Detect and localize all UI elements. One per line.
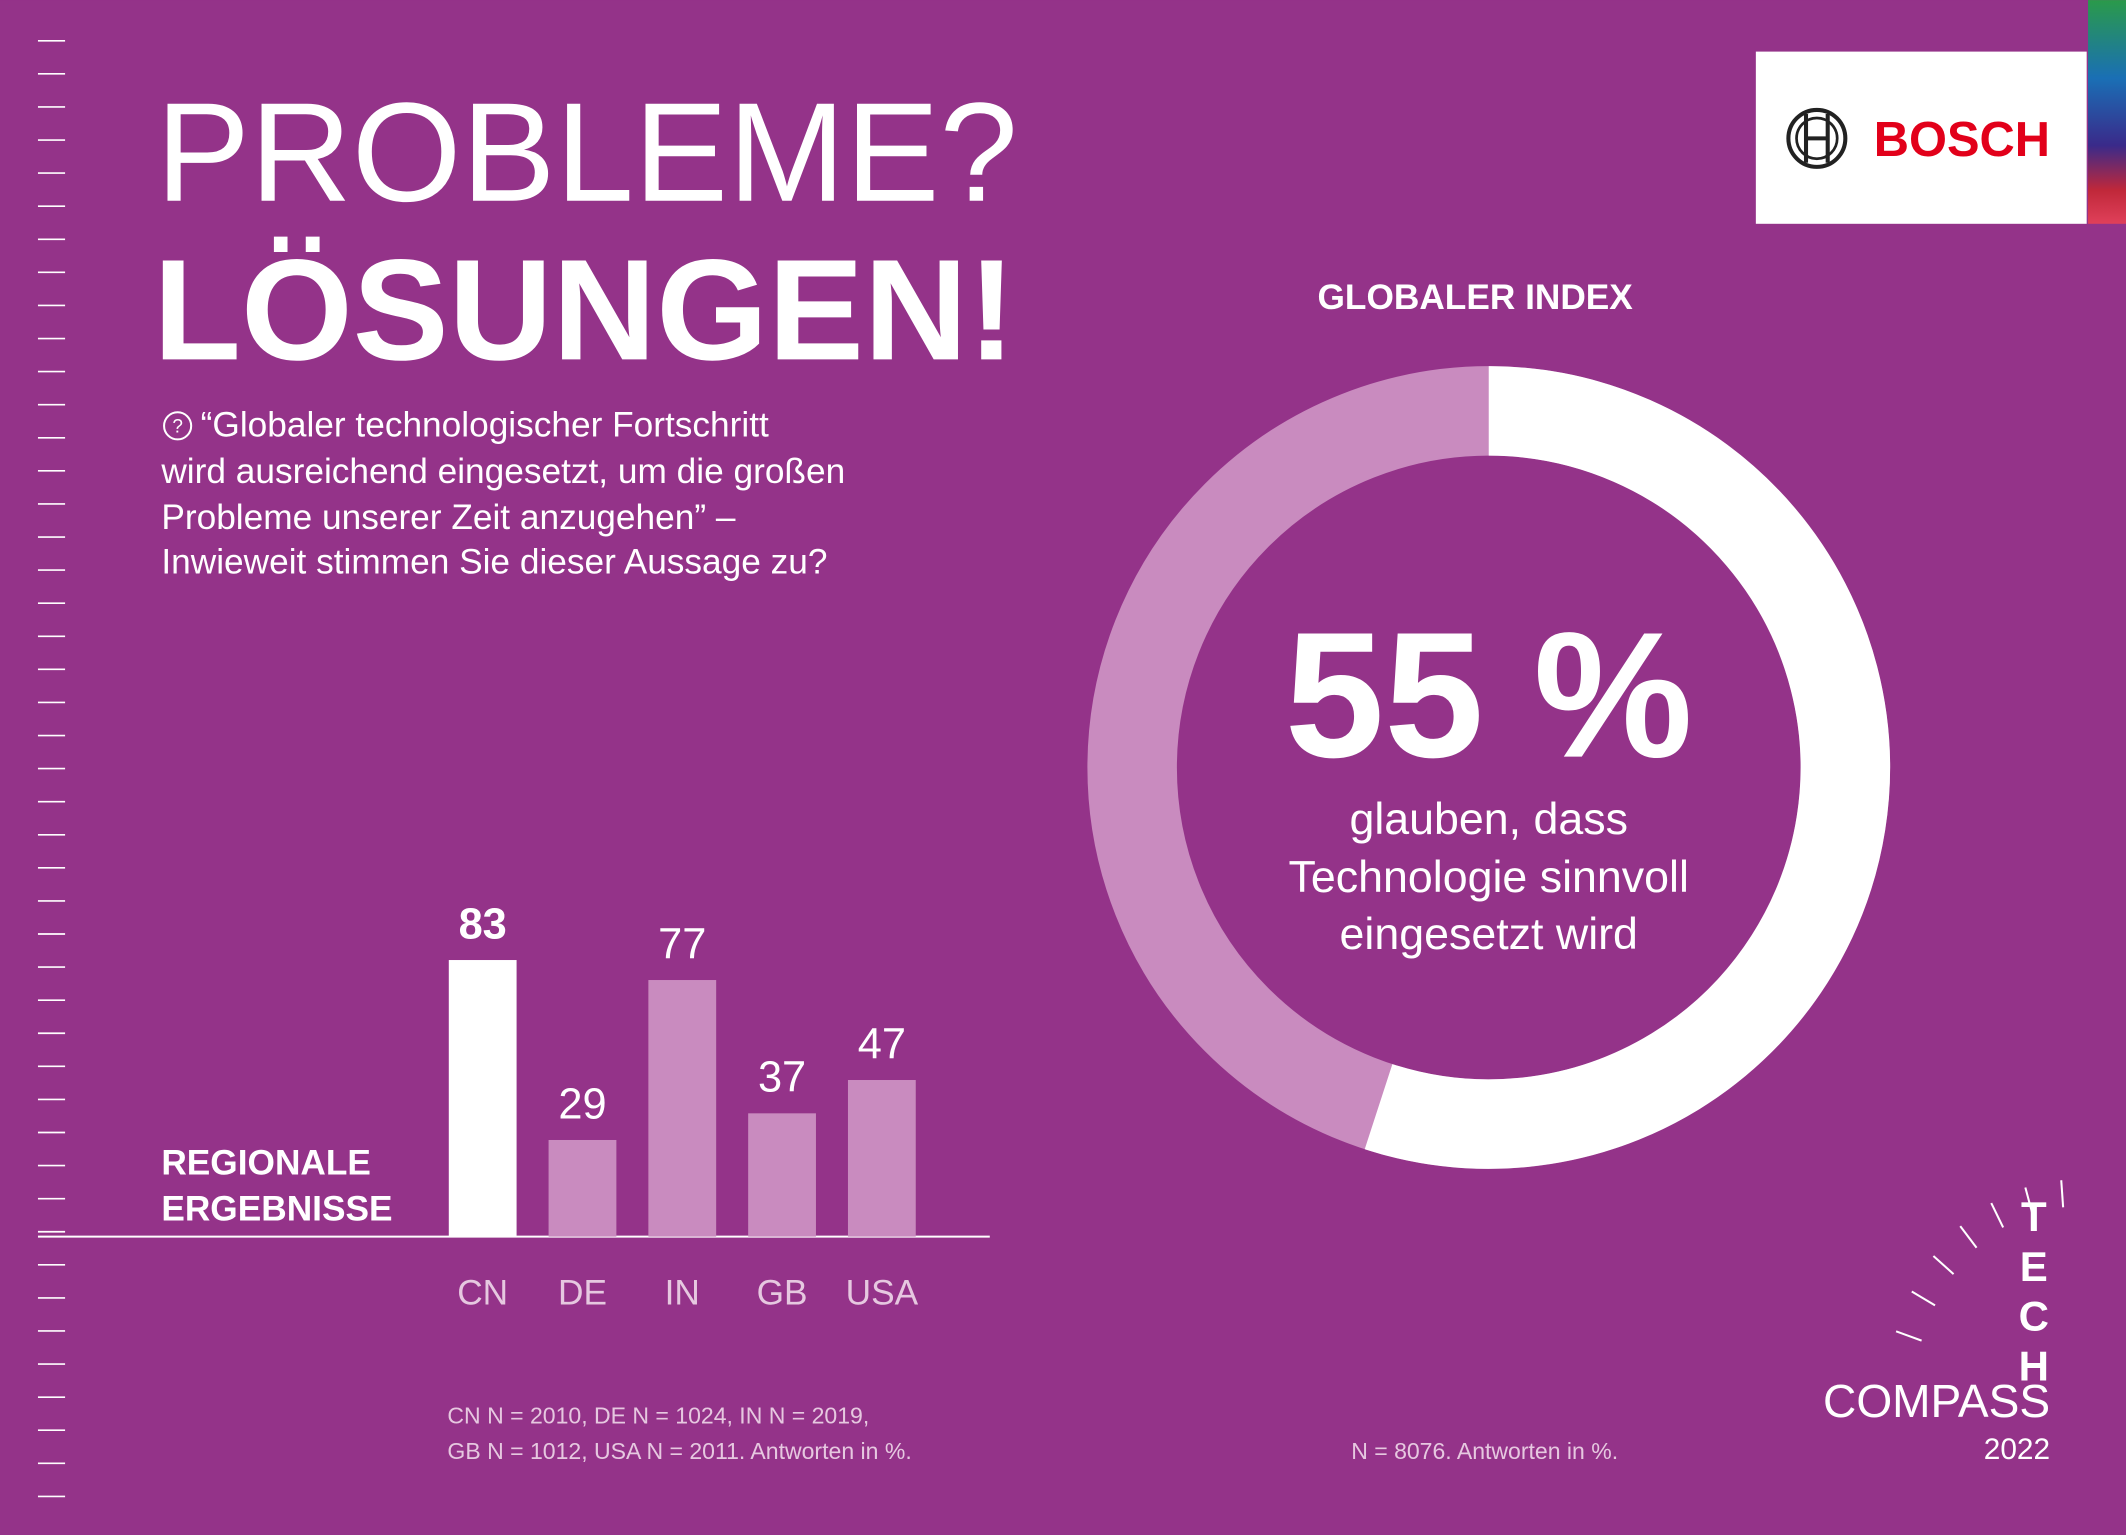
bar-title: ERGEBNISSE <box>161 1189 392 1228</box>
donut-subtitle: Technologie sinnvoll <box>1289 852 1689 902</box>
compass-tick <box>2060 1180 2065 1208</box>
bar <box>648 980 717 1237</box>
question-icon <box>163 411 193 441</box>
compass-tick <box>1932 1255 1955 1275</box>
donut-subtitle: glauben, dass <box>1349 794 1628 844</box>
brand-year: 2022 <box>1984 1433 2050 1466</box>
compass-tick <box>1911 1290 1936 1307</box>
category-label: CN <box>457 1273 508 1312</box>
logo-text: BOSCH <box>1874 113 2050 167</box>
value-label: 77 <box>658 920 706 968</box>
ruler <box>37 39 66 1498</box>
compass-tick <box>1990 1202 2005 1228</box>
compass-ticks <box>1895 1180 2065 1342</box>
value-label: 29 <box>558 1080 606 1128</box>
bar-note: CN N = 2010, DE N = 1024, IN N = 2019, <box>447 1403 869 1429</box>
donut-note: N = 8076. Antworten in %. <box>1351 1438 1618 1464</box>
question-line: wird ausreichend eingesetzt, um die groß… <box>160 452 845 491</box>
category-label: USA <box>846 1273 919 1312</box>
donut-segment <box>1364 366 1891 1169</box>
value-label: 83 <box>459 900 507 948</box>
question-line: Probleme unserer Zeit anzugehen” – <box>161 498 736 537</box>
compass-tick <box>1895 1330 1922 1342</box>
question-line: Inwieweit stimmen Sie dieser Aussage zu? <box>161 543 827 582</box>
value-label: 47 <box>858 1020 906 1068</box>
bar <box>448 960 517 1237</box>
title-line1: PROBLEME? <box>156 73 1018 231</box>
compass-tick <box>2024 1187 2034 1214</box>
question-line: “Globaler technologischer Fortschritt <box>201 406 769 445</box>
brand-compass: COMPASS <box>1823 1375 2050 1427</box>
bar <box>847 1080 916 1237</box>
bosch-emblem <box>1786 107 1848 169</box>
donut-subtitle: eingesetzt wird <box>1340 909 1638 959</box>
compass-tick <box>1959 1225 1978 1249</box>
category-label: IN <box>665 1273 700 1312</box>
value-label: 37 <box>758 1054 806 1102</box>
bar-note: GB N = 1012, USA N = 2011. Antworten in … <box>447 1438 911 1464</box>
donut-value-label: 55 % <box>1285 595 1693 795</box>
bar-title: REGIONALE <box>161 1143 371 1182</box>
color-strip <box>2088 0 2126 224</box>
donut-title: GLOBALER INDEX <box>1318 278 1634 317</box>
category-label: GB <box>757 1273 808 1312</box>
title-line2: LÖSUNGEN! <box>153 230 1015 390</box>
question-icon-mark: ? <box>172 417 183 438</box>
brand-tech: TECH <box>2010 1193 2057 1392</box>
category-label: DE <box>558 1273 607 1312</box>
bar <box>748 1113 816 1237</box>
bar <box>548 1139 617 1237</box>
